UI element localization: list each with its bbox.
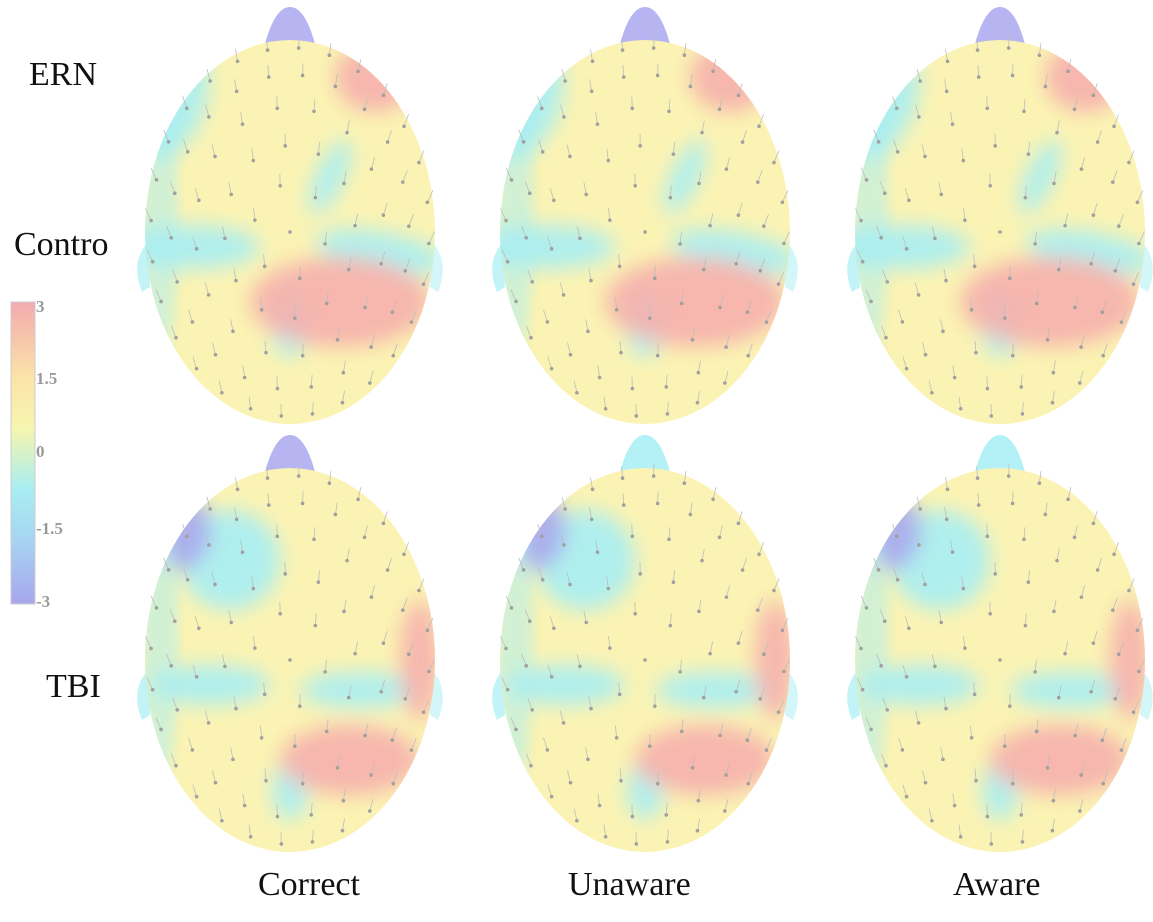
scalp-map-tbi-unaware <box>492 435 798 852</box>
scalp-map-control-unaware <box>472 7 803 424</box>
scalp-map-tbi-aware <box>847 435 1153 852</box>
scalp-map-control-correct <box>117 7 448 424</box>
scalp-map-tbi-correct <box>137 435 443 852</box>
scalp-map-control-aware <box>827 7 1153 424</box>
